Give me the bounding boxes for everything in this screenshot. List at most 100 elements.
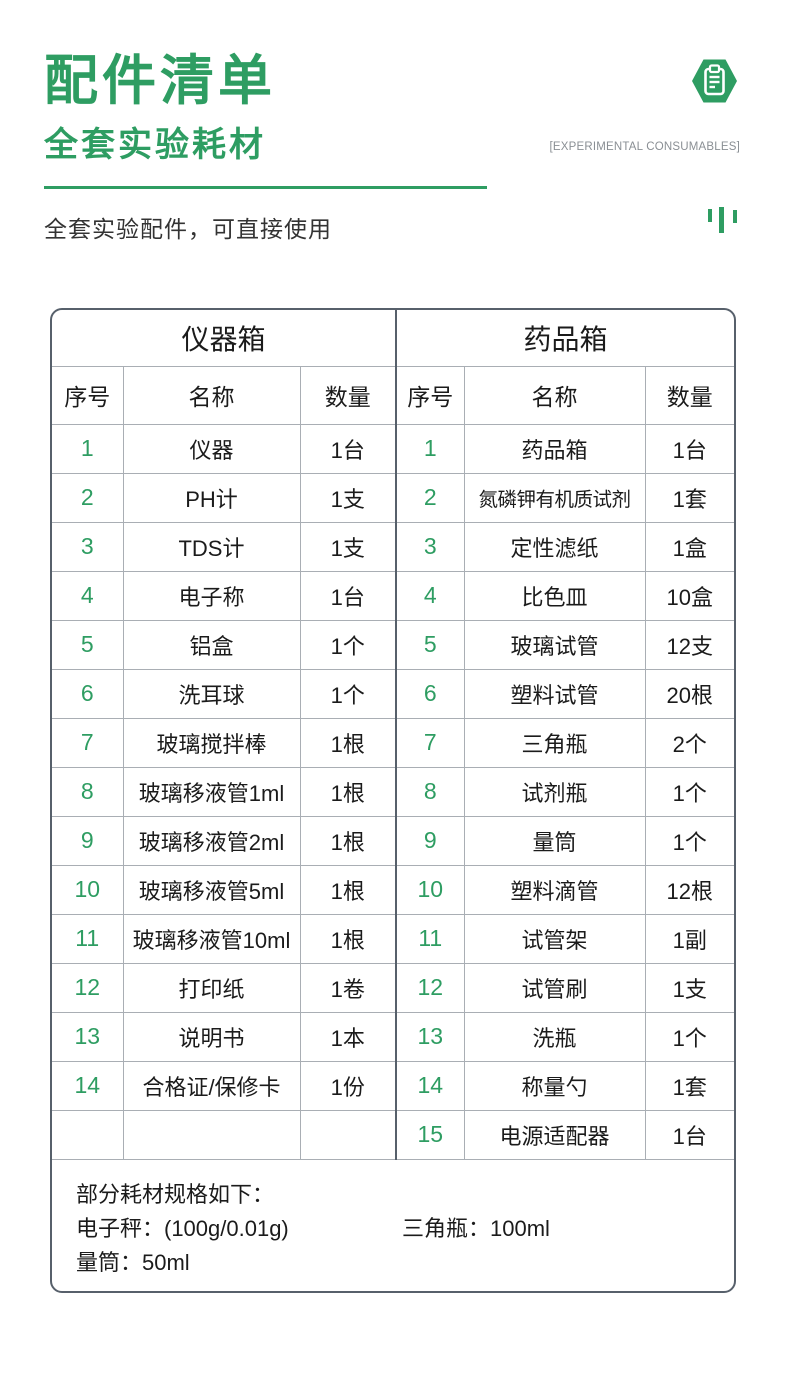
table-row: 7 玻璃搅拌棒 1根 7 三角瓶 2个 — [52, 718, 734, 768]
spec-flask: 三角瓶：100ml — [402, 1215, 550, 1241]
row-number-cell: 13 — [396, 1012, 465, 1062]
table-row: 14 合格证/保修卡 1份 14 称量勺 1套 — [52, 1061, 734, 1111]
row-number-cell: 8 — [396, 767, 465, 817]
table-row: 12 打印纸 1卷 12 试管刷 1支 — [52, 963, 734, 1013]
quantity-cell: 1台 — [300, 424, 398, 474]
item-name-cell: 药品箱 — [464, 424, 646, 474]
quantity-cell: 1副 — [645, 914, 734, 964]
row-number-cell: 2 — [52, 473, 124, 523]
table-row: 11 玻璃移液管10ml 1根 11 试管架 1副 — [52, 914, 734, 964]
item-name-cell: 三角瓶 — [464, 718, 646, 768]
row-number-cell — [52, 1110, 124, 1160]
quantity-cell: 1根 — [300, 914, 398, 964]
parts-table: 仪器箱 药品箱 序号 名称 数量 序号 名称 数量 1 仪器 1台 1 药品箱 1台 2 PH… — [50, 308, 736, 1293]
item-name-cell: 洗耳球 — [123, 669, 301, 719]
row-number-cell: 7 — [52, 718, 124, 768]
item-name-cell: 玻璃搅拌棒 — [123, 718, 301, 768]
item-name-cell: 合格证/保修卡 — [123, 1061, 301, 1111]
row-number-cell: 1 — [52, 424, 124, 474]
table-row: 5 铝盒 1个 5 玻璃试管 12支 — [52, 620, 734, 670]
row-number-cell: 3 — [396, 522, 465, 572]
row-number-cell: 12 — [52, 963, 124, 1013]
table-row: 3 TDS计 1支 3 定性滤纸 1盒 — [52, 522, 734, 572]
row-number-cell: 2 — [396, 473, 465, 523]
item-name-cell: 比色皿 — [464, 571, 646, 621]
spec-scale: 电子秤：(100g/0.01g) — [76, 1215, 289, 1241]
quantity-cell: 1盒 — [645, 522, 734, 572]
item-name-cell: 试管架 — [464, 914, 646, 964]
table-rows: 1 仪器 1台 1 药品箱 1台 2 PH计 1支 2 氮磷钾有机质试剂 1套 3 TDS计 1支 3 定性滤纸… — [52, 424, 734, 1160]
row-number-cell: 1 — [396, 424, 465, 474]
quantity-cell: 2个 — [645, 718, 734, 768]
item-name-cell: 玻璃移液管10ml — [123, 914, 301, 964]
quantity-cell: 1支 — [645, 963, 734, 1013]
quantity-cell: 1台 — [645, 1110, 734, 1160]
item-name-cell: 打印纸 — [123, 963, 301, 1013]
row-number-cell: 5 — [396, 620, 465, 670]
row-number-cell: 9 — [396, 816, 465, 866]
quantity-cell: 1个 — [645, 1012, 734, 1062]
table-row: 4 电子称 1台 4 比色皿 10盒 — [52, 571, 734, 621]
item-name-cell: 电源适配器 — [464, 1110, 646, 1160]
quantity-cell — [300, 1110, 398, 1160]
table-row: 6 洗耳球 1个 6 塑料试管 20根 — [52, 669, 734, 719]
item-name-cell: 氮磷钾有机质试剂 — [464, 473, 646, 523]
quantity-cell: 1个 — [300, 620, 398, 670]
item-name-cell: 玻璃移液管5ml — [123, 865, 301, 915]
green-divider-rule — [44, 186, 487, 189]
left-table-title: 仪器箱 — [52, 310, 398, 367]
deco-bar-icon — [719, 207, 724, 233]
table-row: 13 说明书 1本 13 洗瓶 1个 — [52, 1012, 734, 1062]
item-name-cell: 洗瓶 — [464, 1012, 646, 1062]
tagline-text: 全套实验配件，可直接使用 — [44, 216, 332, 242]
col-header-no: 序号 — [396, 366, 465, 425]
right-table-title: 药品箱 — [396, 310, 734, 367]
quantity-cell: 1套 — [645, 473, 734, 523]
column-header-row: 序号 名称 数量 序号 名称 数量 — [52, 366, 734, 425]
spec-title: 部分耗材规格如下： — [76, 1181, 275, 1207]
quantity-cell: 1根 — [300, 816, 398, 866]
col-header-qty: 数量 — [300, 366, 398, 425]
row-number-cell: 6 — [396, 669, 465, 719]
item-name-cell: TDS计 — [123, 522, 301, 572]
subtitle-english-label: [EXPERIMENTAL CONSUMABLES] — [549, 141, 740, 153]
col-header-no: 序号 — [52, 366, 124, 425]
row-number-cell: 14 — [52, 1061, 124, 1111]
row-number-cell: 4 — [52, 571, 124, 621]
quantity-cell: 1台 — [645, 424, 734, 474]
deco-bar-icon — [708, 209, 712, 222]
row-number-cell: 4 — [396, 571, 465, 621]
col-header-name: 名称 — [464, 366, 646, 425]
page-subtitle: 全套实验耗材 — [44, 126, 266, 164]
row-number-cell: 15 — [396, 1110, 465, 1160]
page-title: 配件清单 — [44, 51, 276, 111]
item-name-cell: 说明书 — [123, 1012, 301, 1062]
quantity-cell: 12根 — [645, 865, 734, 915]
clipboard-hexagon-icon — [692, 59, 737, 103]
quantity-cell: 20根 — [645, 669, 734, 719]
spec-line-2: 电子秤：(100g/0.01g) 三角瓶：100ml — [76, 1212, 710, 1246]
row-number-cell: 12 — [396, 963, 465, 1013]
quantity-cell: 1本 — [300, 1012, 398, 1062]
quantity-cell: 1根 — [300, 865, 398, 915]
item-name-cell: 电子称 — [123, 571, 301, 621]
table-row: 9 玻璃移液管2ml 1根 9 量筒 1个 — [52, 816, 734, 866]
row-number-cell: 3 — [52, 522, 124, 572]
quantity-cell: 1份 — [300, 1061, 398, 1111]
row-number-cell: 6 — [52, 669, 124, 719]
row-number-cell: 8 — [52, 767, 124, 817]
deco-bar-icon — [733, 210, 737, 223]
table-row: 10 玻璃移液管5ml 1根 10 塑料滴管 12根 — [52, 865, 734, 915]
spec-cylinder: 量筒：50ml — [76, 1249, 190, 1275]
item-name-cell: 试管刷 — [464, 963, 646, 1013]
item-name-cell: 仪器 — [123, 424, 301, 474]
quantity-cell: 10盒 — [645, 571, 734, 621]
row-number-cell: 10 — [52, 865, 124, 915]
row-number-cell: 5 — [52, 620, 124, 670]
quantity-cell: 1卷 — [300, 963, 398, 1013]
row-number-cell: 11 — [52, 914, 124, 964]
row-number-cell: 11 — [396, 914, 465, 964]
item-name-cell: PH计 — [123, 473, 301, 523]
item-name-cell: 塑料滴管 — [464, 865, 646, 915]
